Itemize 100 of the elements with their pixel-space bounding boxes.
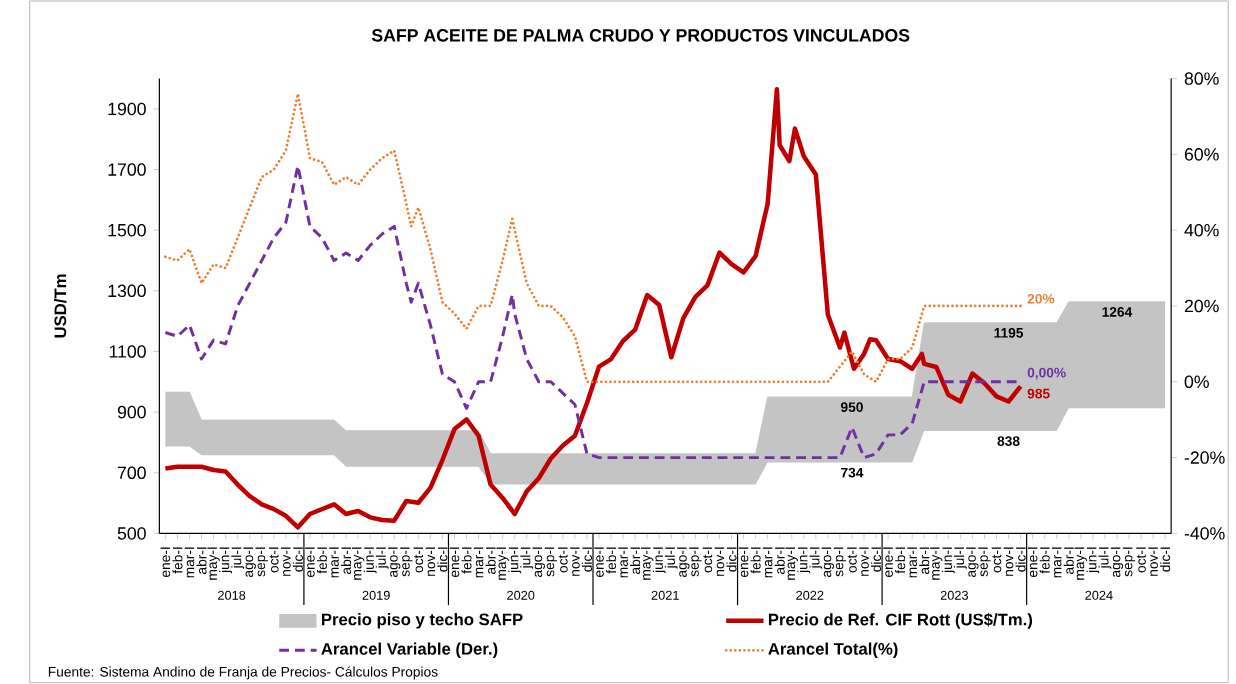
y-tick-label: 1700 (108, 163, 146, 176)
y2-tick-label: 40% (1184, 224, 1219, 237)
x-tick-label: abr-I (774, 547, 785, 575)
x-tick-label: ene-I (1027, 547, 1038, 578)
source-note: Fuente: Sistema Andino de Franja de Precios- Cálculos Propios (48, 666, 438, 680)
y-axis-title: USD/Tm (53, 274, 67, 338)
text: 2020 (507, 590, 535, 600)
y-tick-label: 1500 (108, 224, 146, 237)
annotation: 734 (841, 467, 864, 478)
x-tick-label: ene-I (449, 547, 460, 578)
legend-label: Arancel Total(%) (768, 642, 898, 659)
x-tick-label: dic-I (1015, 547, 1026, 572)
x-tick-label: nov-I (281, 547, 291, 577)
x-tick-label: feb-I (172, 547, 183, 574)
y2-tick-label: -20% (1184, 451, 1225, 465)
x-tick-label: jun-I (652, 547, 666, 574)
x-tick-label: jun-I (1086, 547, 1100, 574)
x-tick-label: ene-I (305, 547, 315, 578)
x-tick-label: abr-I (630, 547, 641, 575)
x-tick-label: jul-I (520, 547, 534, 569)
x-tick-label: feb-I (606, 547, 617, 574)
x-tick-label: ene-I (160, 547, 171, 578)
annotation: 838 (997, 436, 1020, 447)
x-tick-label: oct-I (847, 547, 857, 573)
x-tick-label: jul-I (375, 547, 389, 569)
x-tick-label: abr-I (196, 547, 207, 575)
x-tick-label: ene-I (738, 547, 749, 578)
x-tick-label: mar-I (618, 547, 628, 578)
x-tick-label: nov-I (859, 547, 869, 577)
x-tick-label: dic-I (871, 547, 882, 572)
y2-tick-label: 0% (1184, 375, 1209, 389)
x-tick-label: sep-I (833, 547, 847, 577)
legend-label: Precio de Ref. CIF Rott (US$/Tm.) (768, 613, 1033, 629)
x-tick-label: jun-I (363, 547, 377, 574)
x-tick-label: jun-I (797, 547, 811, 574)
x-tick-label: nov-I (1148, 547, 1158, 577)
data-label: 985 (1027, 388, 1050, 399)
x-tick-label: oct-I (413, 547, 424, 573)
x-tick-label: jun-I (219, 547, 233, 574)
data-label: 0,00% (1027, 367, 1066, 380)
x-tick-label: dic-I (581, 547, 593, 572)
x-tick-label: ago-I (243, 547, 256, 578)
x-tick-label: may-I (496, 547, 509, 580)
x-tick-label: jul-I (809, 547, 823, 569)
x-tick-label: mar-I (473, 547, 484, 578)
x-tick-label: feb-I (316, 547, 328, 574)
text: 2018 (218, 590, 246, 600)
x-tick-label: dic-I (726, 547, 737, 572)
x-tick-label: jul-I (231, 547, 245, 569)
x-tick-label: nov-I (1003, 547, 1014, 577)
y-tick-label: 900 (117, 405, 146, 419)
x-tick-label: dic-I (292, 547, 303, 572)
x-tick-label: feb-I (895, 547, 906, 574)
x-tick-label: may-I (351, 547, 365, 580)
text: 2024 (1085, 590, 1113, 600)
x-tick-label: sep-I (1122, 547, 1136, 577)
annotation: 1264 (1102, 307, 1133, 317)
x-tick-label: jul-I (953, 547, 967, 569)
text: 2021 (651, 590, 679, 600)
x-tick-label: oct-I (702, 547, 713, 573)
y2-tick-label: 20% (1184, 299, 1219, 313)
x-tick-label: mar-I (762, 547, 773, 578)
x-tick-label: feb-I (750, 547, 761, 574)
y-tick-label: 1300 (108, 284, 146, 298)
x-tick-label: sep-I (978, 547, 991, 577)
x-tick-label: ene-I (594, 547, 604, 578)
x-tick-label: mar-I (184, 547, 195, 578)
y2-tick-label: 80% (1184, 72, 1219, 85)
text: 2022 (796, 590, 824, 600)
data-label: 20% (1027, 294, 1055, 304)
y-tick-label: 700 (117, 466, 146, 480)
y-tick-label: 500 (117, 527, 146, 540)
x-tick-label: dic-I (1160, 547, 1171, 572)
chart-title: SAFP ACEITE DE PALMA CRUDO Y PRODUCTOS VINCULADOS (371, 29, 910, 42)
x-tick-label: feb-I (461, 547, 472, 574)
text: 2023 (940, 590, 968, 600)
x-tick-label: nov-I (425, 547, 436, 577)
x-tick-label: ene-I (883, 547, 893, 578)
y2-tick-label: 60% (1184, 148, 1219, 161)
annotation: 1195 (994, 328, 1024, 338)
x-tick-label: feb-I (1039, 547, 1050, 574)
x-tick-label: may-I (1074, 547, 1087, 580)
x-tick-label: oct-I (269, 547, 279, 573)
x-tick-label: jun-I (508, 547, 522, 574)
x-tick-label: sep-I (400, 547, 413, 577)
x-tick-label: abr-I (341, 547, 352, 575)
x-tick-label: abr-I (1063, 547, 1074, 575)
x-tick-label: jun-I (941, 547, 955, 574)
x-tick-label: mar-I (907, 547, 917, 578)
x-tick-label: ago-I (1110, 547, 1124, 578)
x-tick-label: may-I (207, 547, 220, 580)
x-tick-label: oct-I (991, 547, 1002, 573)
annotation: 950 (840, 402, 863, 413)
text: 2019 (362, 590, 390, 600)
x-tick-label: may-I (930, 547, 943, 580)
x-tick-label: may-I (641, 547, 654, 580)
x-tick-label: may-I (785, 547, 798, 580)
x-tick-label: sep-I (689, 547, 702, 577)
x-tick-label: ago-I (821, 547, 835, 578)
x-tick-label: jul-I (1098, 547, 1112, 569)
